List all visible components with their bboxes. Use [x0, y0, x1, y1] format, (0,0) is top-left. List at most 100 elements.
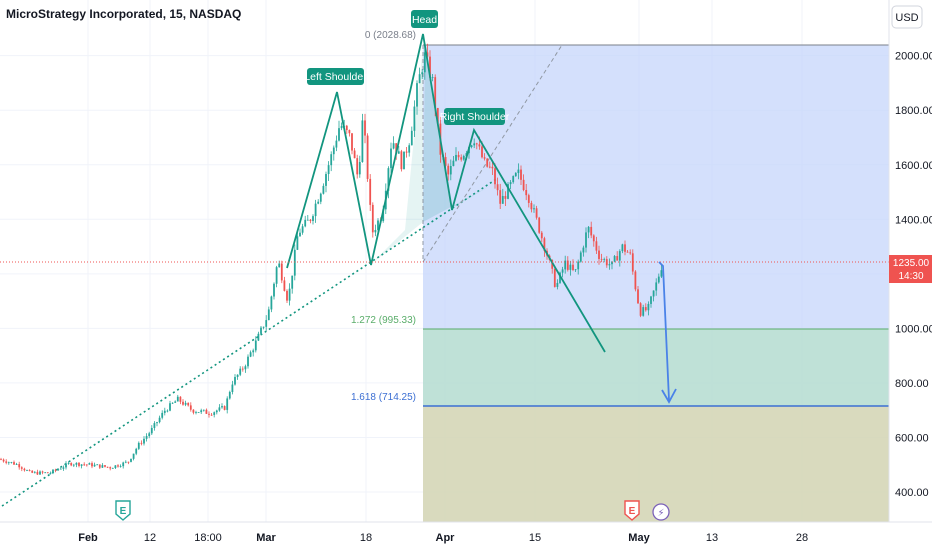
candle-body	[374, 230, 377, 233]
x-tick-label: 18	[360, 532, 372, 544]
candle-body	[174, 401, 177, 403]
candle-body	[143, 438, 145, 444]
candle-body	[156, 422, 158, 424]
candle-body	[171, 402, 174, 404]
y-tick-label: 1800.00	[895, 105, 932, 117]
x-axis: Feb 12 18:00 Mar 18 Apr 15 May 13 28	[78, 532, 808, 544]
candle-body	[366, 135, 369, 179]
split-marker-icon[interactable]: ⚡	[652, 503, 670, 521]
shoulder-fill-right	[423, 45, 490, 222]
candle-body	[358, 162, 361, 175]
candle-body	[494, 168, 496, 185]
candle-body	[91, 463, 93, 467]
candle-body	[288, 288, 291, 301]
x-tick-label: Mar	[256, 532, 276, 544]
candle-body	[187, 402, 190, 406]
candle-body	[49, 473, 52, 474]
candle-body	[317, 201, 320, 204]
candle-body	[148, 433, 151, 437]
candle-body	[418, 74, 421, 84]
candle-body	[109, 467, 112, 469]
target-zone-lower	[423, 406, 889, 522]
candle-body	[70, 463, 73, 466]
currency-button[interactable]: USD	[891, 5, 923, 29]
candle-body	[512, 176, 515, 183]
candle-body	[525, 190, 528, 196]
candle-body	[67, 463, 70, 464]
candle-body	[491, 166, 494, 169]
candle-body	[101, 465, 104, 468]
candle-body	[319, 193, 322, 202]
candle-body	[226, 398, 229, 410]
candle-body	[83, 464, 86, 466]
candle-body	[369, 178, 372, 205]
label-head: Head	[411, 10, 438, 28]
candle-body	[520, 169, 522, 180]
candle-body	[273, 283, 275, 297]
candle-body	[559, 272, 561, 283]
candle-body	[252, 350, 255, 353]
candle-body	[234, 376, 236, 385]
candle-body	[197, 412, 200, 413]
candle-body	[644, 307, 647, 311]
candle-body	[104, 465, 106, 467]
candle-body	[293, 249, 296, 276]
candle-body	[595, 241, 598, 251]
candle-body	[551, 259, 554, 269]
candle-body	[564, 260, 567, 270]
candle-body	[332, 147, 335, 155]
candle-body	[195, 412, 197, 413]
candle-body	[335, 140, 338, 148]
candle-body	[145, 436, 148, 439]
candle-body	[579, 252, 582, 262]
candle-body	[496, 184, 499, 191]
candle-body	[444, 157, 447, 166]
candle-body	[5, 461, 8, 463]
candle-body	[205, 409, 208, 414]
candle-body	[169, 403, 171, 411]
candle-body	[631, 253, 634, 272]
candle-body	[650, 296, 652, 304]
candle-body	[153, 423, 156, 428]
candle-body	[361, 120, 364, 163]
candle-body	[241, 368, 244, 370]
candle-body	[98, 464, 101, 468]
candle-body	[405, 151, 408, 153]
candle-body	[624, 244, 626, 252]
candle-body	[603, 259, 606, 260]
candle-body	[577, 261, 580, 270]
x-tick-label: 13	[706, 532, 718, 544]
candle-body	[543, 238, 546, 251]
candle-body	[262, 326, 265, 328]
candle-body	[514, 173, 517, 177]
candle-body	[608, 264, 611, 266]
candle-body	[392, 143, 395, 149]
y-tick-label: 1400.00	[895, 214, 932, 226]
candle-body	[657, 276, 660, 283]
candle-body	[296, 236, 299, 250]
candle-body	[338, 128, 340, 141]
earnings-marker-feb[interactable]: E	[115, 500, 131, 521]
label-left-shoulder: Left Shoulder	[304, 68, 367, 85]
candle-body	[582, 247, 585, 253]
earnings-marker-may-label: E	[629, 506, 636, 517]
candle-body	[353, 150, 356, 159]
candle-body	[330, 154, 333, 166]
candle-body	[231, 384, 234, 392]
earnings-marker-may[interactable]: E	[624, 500, 640, 521]
candle-body	[10, 462, 13, 463]
candle-body	[239, 368, 242, 375]
earnings-marker-feb-label: E	[120, 506, 127, 517]
label-head-text: Head	[412, 14, 437, 26]
candle-body	[184, 402, 187, 405]
candle-body	[65, 463, 67, 468]
candle-body	[7, 462, 10, 464]
candle-body	[208, 413, 210, 415]
x-tick-label: 15	[529, 532, 541, 544]
candle-body	[585, 232, 587, 248]
candle-body	[96, 464, 99, 466]
chart-title: MicroStrategy Incorporated, 15, NASDAQ	[6, 7, 241, 21]
candle-body	[618, 251, 621, 261]
candle-body	[592, 235, 595, 242]
